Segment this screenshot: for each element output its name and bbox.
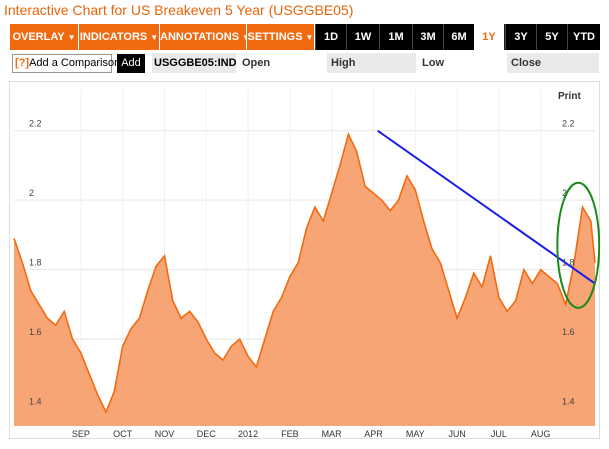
chevron-down-icon: ▼ bbox=[242, 33, 250, 42]
chart-toolbar: OVERLAY ▼ INDICATORS ▼ ANNOTATIONS ▼ SETTIN… bbox=[10, 24, 600, 50]
x-axis-labels: SEP OCT NOV DEC 2012 FEB MAR APR MAY JUN JUL AUG bbox=[72, 429, 551, 439]
indicators-label: INDICATORS bbox=[79, 31, 148, 43]
annotations-menu-button[interactable]: ANNOTATIONS ▼ bbox=[160, 24, 250, 50]
x-tick-label: JUL bbox=[491, 429, 507, 439]
print-link[interactable]: Print bbox=[558, 91, 581, 102]
x-tick-label: DEC bbox=[197, 429, 217, 439]
range-ytd-button[interactable]: YTD bbox=[567, 24, 600, 50]
open-label: Open bbox=[242, 57, 271, 69]
chevron-down-icon: ▼ bbox=[67, 33, 76, 42]
low-label: Low bbox=[422, 57, 444, 69]
range-5y-button[interactable]: 5Y bbox=[536, 24, 567, 50]
range-3m-button[interactable]: 3M bbox=[412, 24, 443, 50]
high-label: High bbox=[327, 53, 416, 73]
help-icon[interactable]: [?] bbox=[15, 57, 30, 69]
y-tick-label-left: 1.6 bbox=[29, 327, 42, 337]
y-tick-label-left: 2.2 bbox=[29, 119, 42, 129]
x-tick-label: APR bbox=[364, 429, 383, 439]
overlay-menu-button[interactable]: OVERLAY ▼ bbox=[10, 24, 79, 50]
range-1d-button[interactable]: 1D bbox=[315, 24, 346, 50]
breakeven-line bbox=[13, 131, 596, 415]
annotations-label: ANNOTATIONS bbox=[160, 31, 240, 43]
range-1m-button[interactable]: 1M bbox=[379, 24, 412, 50]
y-tick-label-left: 1.8 bbox=[29, 258, 42, 268]
y-tick-label-right: 1.6 bbox=[562, 327, 575, 337]
price-chart[interactable]: 1.4 1.4 1.6 1.6 1.8 1.8 2 2 2.2 2.2 SEP OCT NOV DEC 2… bbox=[9, 81, 600, 439]
x-tick-label: MAR bbox=[322, 429, 343, 439]
chevron-down-icon: ▼ bbox=[305, 33, 314, 42]
x-tick-label: NOV bbox=[155, 429, 175, 439]
page-title: Interactive Chart for US Breakeven 5 Yea… bbox=[4, 2, 354, 18]
close-label: Close bbox=[507, 53, 599, 73]
x-tick-label: JUN bbox=[448, 429, 466, 439]
comparison-input[interactable]: [?]Add a Comparison bbox=[12, 54, 120, 73]
quote-bar: [?]Add a Comparison Add USGGBE05:IND Ope… bbox=[10, 53, 599, 73]
indicators-menu-button[interactable]: INDICATORS ▼ bbox=[79, 24, 160, 50]
x-tick-label: OCT bbox=[113, 429, 133, 439]
y-tick-label-right: 1.8 bbox=[562, 258, 575, 268]
y-tick-label-left: 2 bbox=[29, 188, 34, 198]
y-tick-label-right: 2 bbox=[562, 188, 567, 198]
x-tick-label: FEB bbox=[281, 429, 299, 439]
settings-label: SETTINGS bbox=[247, 31, 303, 43]
range-6m-button[interactable]: 6M bbox=[443, 24, 474, 50]
range-3y-button[interactable]: 3Y bbox=[505, 24, 536, 50]
comparison-placeholder: Add a Comparison bbox=[29, 57, 121, 69]
range-1y-button[interactable]: 1Y bbox=[474, 24, 504, 50]
x-tick-label: MAY bbox=[406, 429, 425, 439]
y-tick-label-left: 1.4 bbox=[29, 397, 42, 407]
breakeven-area bbox=[14, 134, 595, 426]
highlight-ellipse bbox=[556, 181, 600, 309]
overlay-label: OVERLAY bbox=[12, 31, 65, 43]
y-tick-label-right: 1.4 bbox=[562, 397, 575, 407]
symbol-label: USGGBE05:IND bbox=[152, 53, 237, 73]
x-tick-label: AUG bbox=[531, 429, 551, 439]
range-1w-button[interactable]: 1W bbox=[346, 24, 379, 50]
x-tick-label: 2012 bbox=[238, 429, 258, 439]
chevron-down-icon: ▼ bbox=[150, 33, 159, 42]
y-axis-labels: 1.4 1.4 1.6 1.6 1.8 1.8 2 2 2.2 2.2 bbox=[29, 119, 575, 407]
add-comparison-button[interactable]: Add bbox=[117, 54, 145, 73]
x-tick-label: SEP bbox=[72, 429, 90, 439]
settings-menu-button[interactable]: SETTINGS ▼ bbox=[247, 24, 315, 50]
y-tick-label-right: 2.2 bbox=[562, 119, 575, 129]
